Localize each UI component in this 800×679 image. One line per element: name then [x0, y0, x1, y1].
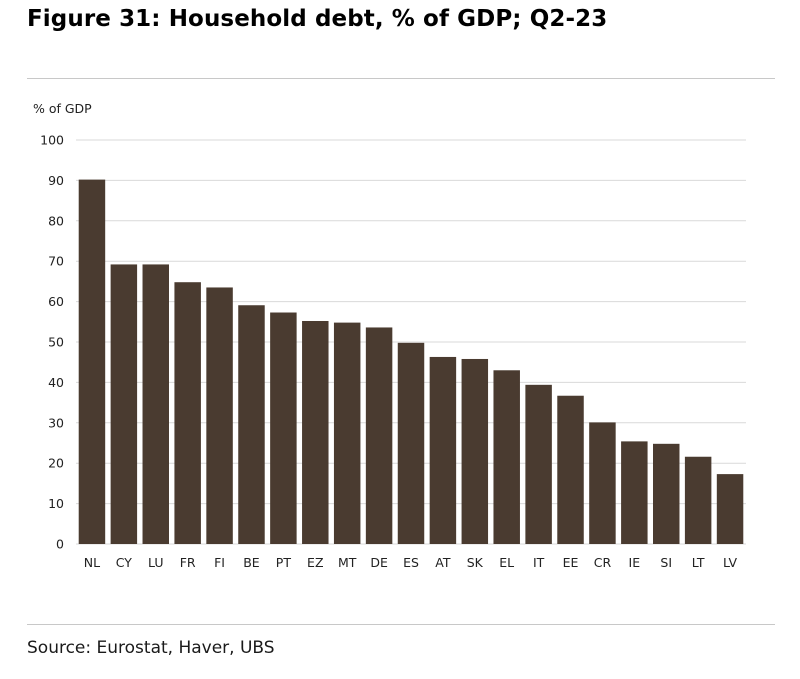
bar-es [397, 342, 425, 544]
x-tick-label-cy: CY [116, 555, 133, 570]
bar-sk [461, 358, 489, 544]
x-tick-label-el: EL [499, 555, 514, 570]
x-tick-label-ee: EE [563, 555, 579, 570]
x-tick-label-it: IT [533, 555, 545, 570]
x-tick-label-fr: FR [180, 555, 196, 570]
x-tick-label-ie: IE [629, 555, 641, 570]
x-tick-label-be: BE [243, 555, 260, 570]
bar-lu [142, 264, 169, 544]
bar-nl [78, 179, 106, 544]
x-tick-label-cr: CR [594, 555, 612, 570]
y-tick-label: 40 [48, 375, 64, 390]
x-axis-ticks: NL CY LU FR FI BE PT EZ MT DE ES AT SK EL IT EE CR IE SI LT… [84, 555, 738, 570]
x-tick-label-si: SI [660, 555, 672, 570]
y-tick-label: 80 [48, 213, 64, 228]
y-tick-label: 10 [48, 496, 64, 511]
x-tick-label-at: AT [435, 555, 451, 570]
y-tick-label: 50 [48, 335, 64, 350]
bar-at [429, 356, 457, 544]
x-tick-label-de: DE [370, 555, 388, 570]
x-tick-label-sk: SK [467, 555, 484, 570]
bar-ie [621, 441, 648, 544]
y-tick-label: 60 [48, 294, 64, 309]
y-tick-label: 20 [48, 456, 64, 471]
x-tick-label-pt: PT [276, 555, 292, 570]
x-tick-label-mt: MT [338, 555, 357, 570]
bar-si [653, 443, 680, 544]
bar-lt [684, 456, 712, 544]
x-tick-label-ez: EZ [307, 555, 323, 570]
bar-mt [333, 322, 361, 544]
y-tick-label: 100 [40, 133, 64, 148]
x-tick-label-es: ES [403, 555, 419, 570]
y-tick-label: 90 [48, 173, 64, 188]
bar-fr [174, 282, 201, 544]
x-tick-label-nl: NL [84, 555, 100, 570]
bar-fi [206, 287, 233, 544]
bars [78, 179, 744, 544]
chart-title: Figure 31: Household debt, % of GDP; Q2-… [27, 6, 608, 32]
bar-cy [110, 264, 138, 544]
bar-cr [589, 422, 616, 544]
y-axis-label: % of GDP [33, 101, 92, 116]
source-note: Source: Eurostat, Haver, UBS [27, 638, 275, 658]
bar-ez [302, 320, 329, 544]
y-tick-label: 30 [48, 415, 64, 430]
top-divider [27, 78, 775, 79]
bar-lv [716, 474, 744, 544]
x-tick-label-lt: LT [692, 555, 705, 570]
bar-pt [270, 312, 297, 544]
y-tick-label: 70 [48, 254, 64, 269]
bottom-divider [27, 624, 775, 625]
bar-it [525, 384, 552, 544]
x-tick-label-lv: LV [723, 555, 738, 570]
x-tick-label-fi: FI [214, 555, 225, 570]
y-tick-label: 0 [56, 537, 64, 552]
y-axis-ticks: 0 10 20 30 40 50 60 70 80 90 100 [40, 133, 64, 552]
bar-de [365, 327, 393, 544]
bar-be [238, 305, 265, 544]
bar-el [493, 370, 520, 544]
bar-ee [557, 395, 584, 544]
x-tick-label-lu: LU [148, 555, 164, 570]
